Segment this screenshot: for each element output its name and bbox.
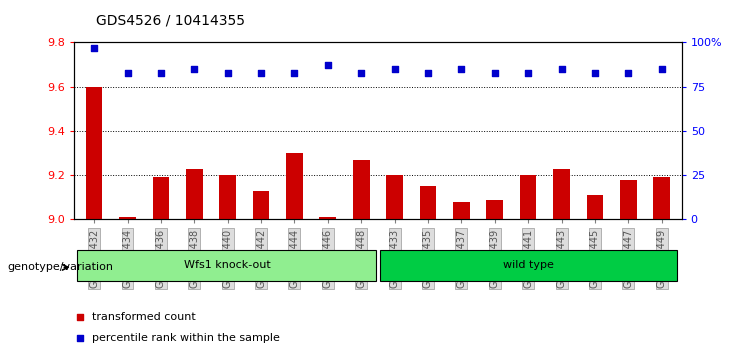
Text: wild type: wild type xyxy=(502,261,554,270)
Bar xyxy=(353,160,370,219)
Point xyxy=(322,63,333,68)
Bar xyxy=(286,153,303,219)
Point xyxy=(355,70,367,75)
FancyBboxPatch shape xyxy=(379,250,677,281)
Point xyxy=(222,70,233,75)
Bar xyxy=(419,186,436,219)
Point xyxy=(155,70,167,75)
Text: Wfs1 knock-out: Wfs1 knock-out xyxy=(185,261,271,270)
Point xyxy=(556,66,568,72)
Bar xyxy=(519,175,536,219)
Point xyxy=(428,52,439,58)
Bar xyxy=(186,169,202,219)
FancyBboxPatch shape xyxy=(78,250,376,281)
Bar xyxy=(319,217,336,219)
Bar xyxy=(486,200,503,219)
Point xyxy=(389,66,401,72)
Bar xyxy=(386,175,403,219)
Bar xyxy=(219,175,236,219)
Point xyxy=(255,70,267,75)
Bar xyxy=(119,217,136,219)
Point xyxy=(428,246,439,251)
Text: genotype/variation: genotype/variation xyxy=(7,262,113,272)
Text: transformed count: transformed count xyxy=(93,312,196,322)
Text: percentile rank within the sample: percentile rank within the sample xyxy=(93,333,280,343)
Point xyxy=(122,70,133,75)
Bar xyxy=(620,179,637,219)
Point xyxy=(489,70,501,75)
Point xyxy=(88,45,100,51)
Bar xyxy=(86,87,102,219)
Point xyxy=(622,70,634,75)
Bar xyxy=(654,177,670,219)
Bar xyxy=(587,195,603,219)
Point xyxy=(188,66,200,72)
Point xyxy=(422,70,434,75)
Point xyxy=(589,70,601,75)
Bar xyxy=(554,169,570,219)
Point xyxy=(288,70,300,75)
Point xyxy=(456,66,468,72)
Point xyxy=(522,70,534,75)
Bar xyxy=(453,202,470,219)
Bar xyxy=(253,191,270,219)
Point xyxy=(656,66,668,72)
Text: GDS4526 / 10414355: GDS4526 / 10414355 xyxy=(96,14,245,28)
Bar xyxy=(153,177,169,219)
